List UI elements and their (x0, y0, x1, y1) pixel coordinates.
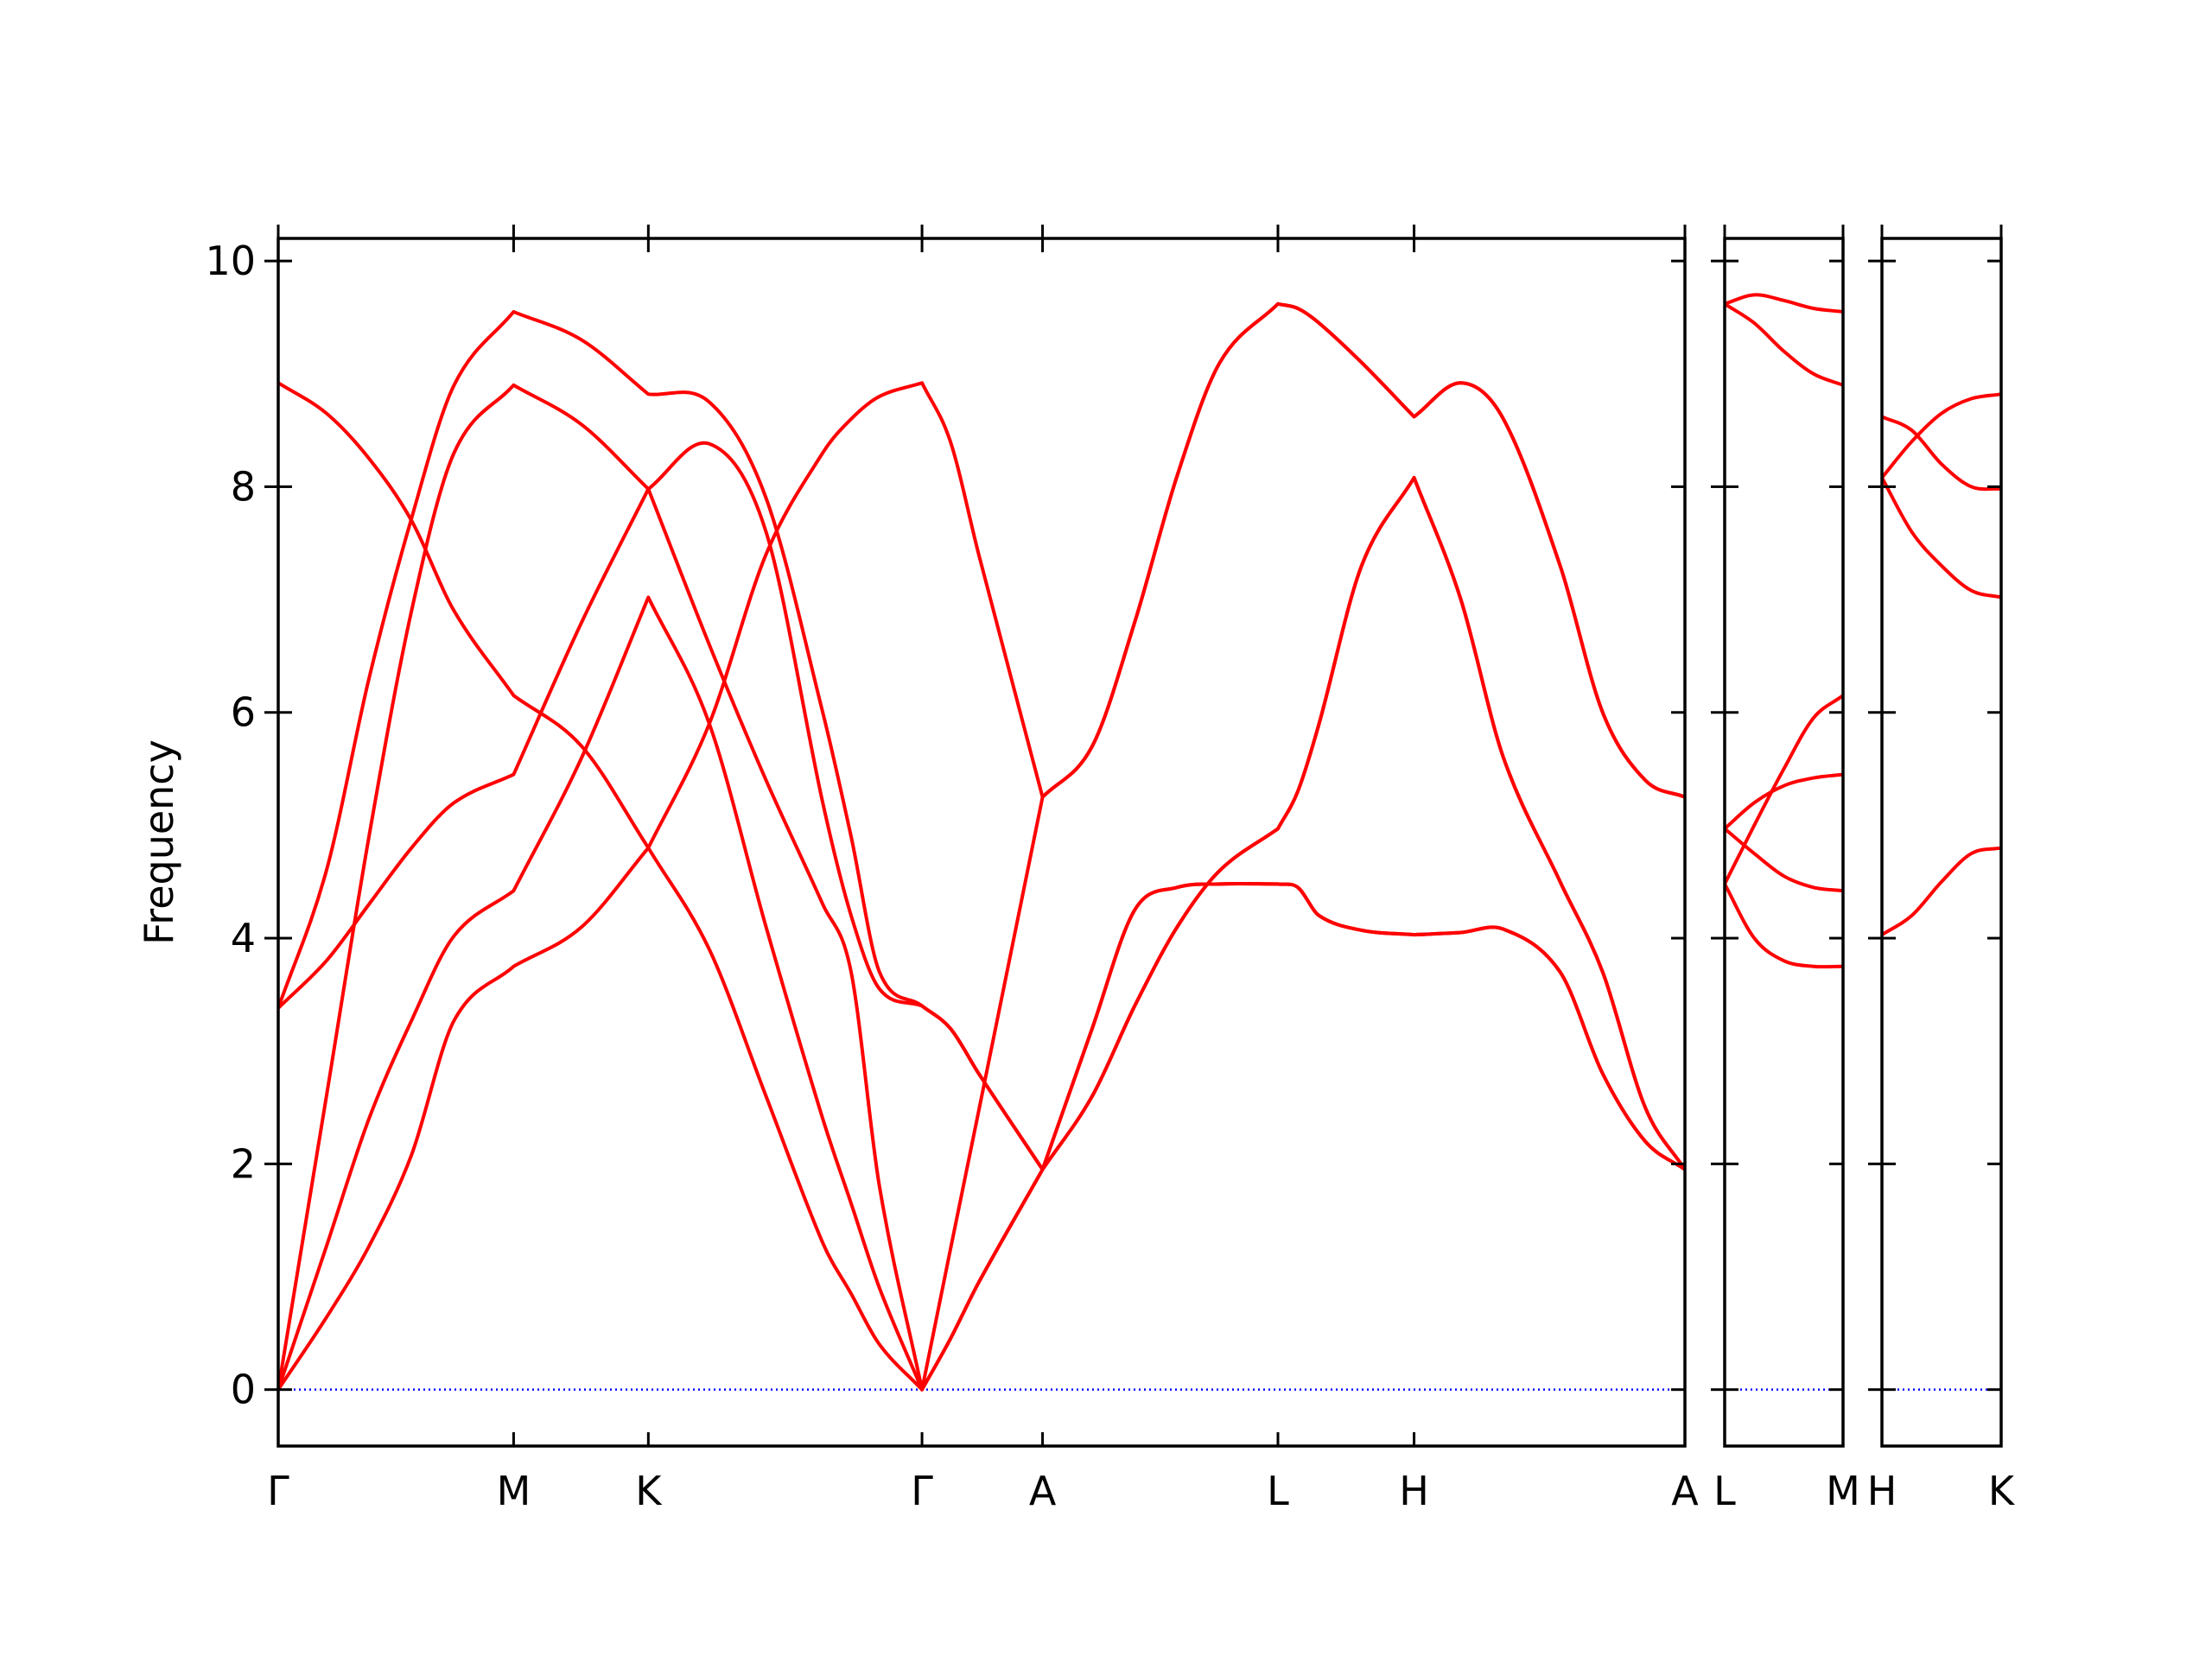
x-tick-label: Γ (267, 1468, 289, 1514)
y-tick-label: 10 (205, 238, 256, 284)
band-line (1723, 827, 1844, 893)
x-tick-label: M (497, 1468, 531, 1514)
x-tick-label: A (1671, 1468, 1699, 1514)
band-line (1880, 392, 2002, 479)
band-line (276, 301, 1686, 1391)
y-tick-label: 6 (231, 689, 256, 736)
y-tick-label: 8 (231, 463, 256, 510)
x-tick-label: A (1029, 1468, 1057, 1514)
band-line (1723, 302, 1844, 387)
x-tick-label: K (635, 1468, 663, 1514)
plot-frame (276, 237, 1687, 1448)
band-line (1881, 415, 2002, 492)
plot-frame (1880, 237, 2003, 1448)
band-line (276, 301, 1686, 1392)
x-tick-label: H (1867, 1468, 1897, 1514)
band-line (1880, 477, 2002, 599)
band-line (276, 381, 1687, 1392)
x-tick-label: Γ (911, 1468, 933, 1514)
x-tick-label: H (1399, 1468, 1429, 1514)
x-tick-label: L (1267, 1468, 1289, 1514)
band-line (1723, 772, 1844, 830)
plot-frame (1723, 237, 1845, 1448)
band-line (1723, 883, 1844, 969)
band-line (276, 383, 1687, 1390)
x-tick-label: M (1826, 1468, 1860, 1514)
y-tick-label: 2 (231, 1140, 256, 1187)
x-tick-label: K (1988, 1468, 2016, 1514)
y-axis-label: Frequency (136, 739, 182, 945)
band-line (276, 595, 1687, 1392)
band-line (1880, 846, 2002, 936)
band-line (276, 309, 1687, 1171)
y-tick-label: 0 (231, 1367, 256, 1413)
y-tick-label: 4 (231, 915, 256, 961)
x-tick-label: L (1713, 1468, 1736, 1514)
band-line (1723, 694, 1845, 885)
band-line (1724, 293, 1844, 314)
